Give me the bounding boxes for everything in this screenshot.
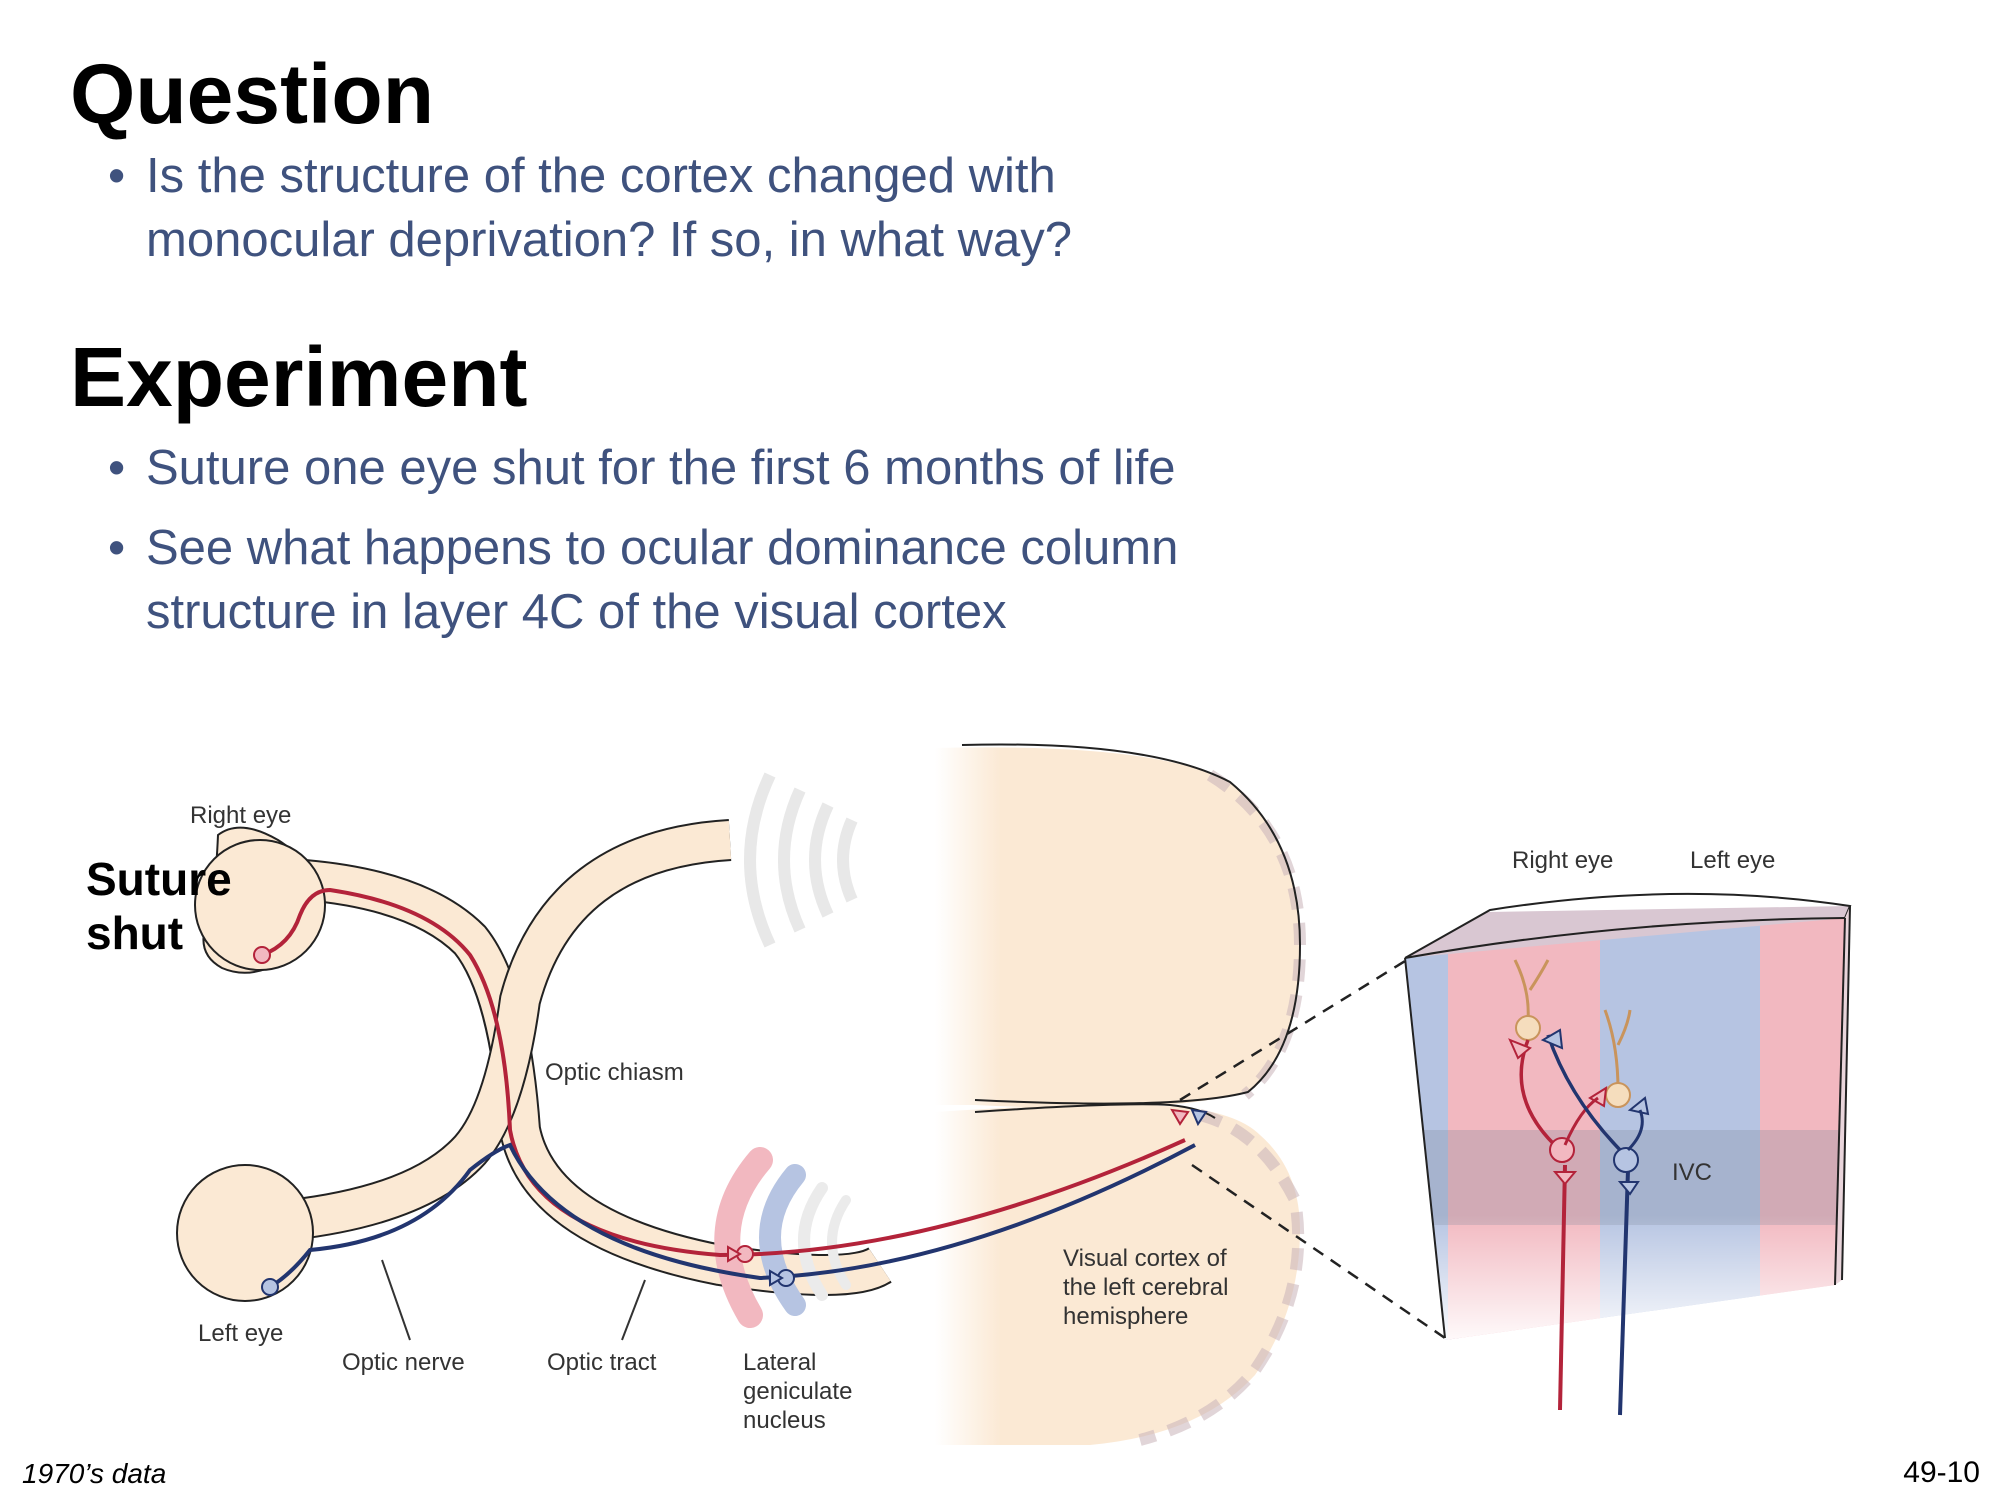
optic-tract-label: Optic tract [547, 1349, 657, 1376]
question-bullet-1: Is the structure of the cortex changed w… [102, 144, 1246, 272]
cortex-label-line-1: Visual cortex of [1063, 1245, 1227, 1272]
data-source-note: 1970’s data [22, 1458, 167, 1489]
left-eye-pathway [261, 1142, 1196, 1296]
upper-hemisphere [935, 743, 1307, 1108]
cortex-label-line-2: the left cerebral [1063, 1274, 1228, 1301]
experiment-heading: Experiment [70, 330, 528, 424]
cortex-label-line-3: hemisphere [1063, 1303, 1188, 1330]
experiment-bullet-1: Suture one eye shut for the first 6 mont… [102, 436, 1446, 500]
optic-chiasm-label: Optic chiasm [545, 1059, 684, 1086]
right-eye-label: Right eye [190, 802, 291, 829]
experiment-bullet-2: See what happens to ocular dominance col… [102, 516, 1346, 644]
lateral-geniculate-nucleus [714, 1147, 851, 1328]
lgn-label-line-2: geniculate [743, 1378, 852, 1405]
cortex-sample-notch [1170, 1108, 1208, 1127]
lgn-label-line-3: nucleus [743, 1407, 826, 1434]
optic-nerve-label: Optic nerve [342, 1349, 465, 1376]
cortex-inset [1404, 892, 1852, 1340]
right-eye-pathway [253, 887, 1186, 1263]
ivc-label: IVC [1672, 1159, 1712, 1186]
suture-shut-annotation: Suture shut [86, 852, 232, 960]
experiment-bullets: Suture one eye shut for the first 6 mont… [102, 436, 1446, 644]
inset-right-eye-label: Right eye [1512, 847, 1613, 874]
inset-neurons [1508, 959, 1650, 1416]
inset-left-eye-label: Left eye [1690, 847, 1775, 874]
left-eye-label: Left eye [198, 1320, 283, 1347]
zoom-lines [1179, 956, 1446, 1340]
right-eye [194, 826, 326, 974]
left-eye [176, 1164, 314, 1302]
question-bullets: Is the structure of the cortex changed w… [102, 144, 1246, 272]
upper-hemisphere-ghost-arcs [744, 772, 858, 948]
lgn-label-line-1: Lateral [743, 1349, 816, 1376]
label-leaders [381, 1259, 646, 1341]
slide-number: 49-10 [1903, 1456, 1980, 1489]
question-heading: Question [70, 47, 435, 141]
suture-line-2: shut [86, 907, 184, 959]
suture-line-1: Suture [86, 853, 232, 905]
